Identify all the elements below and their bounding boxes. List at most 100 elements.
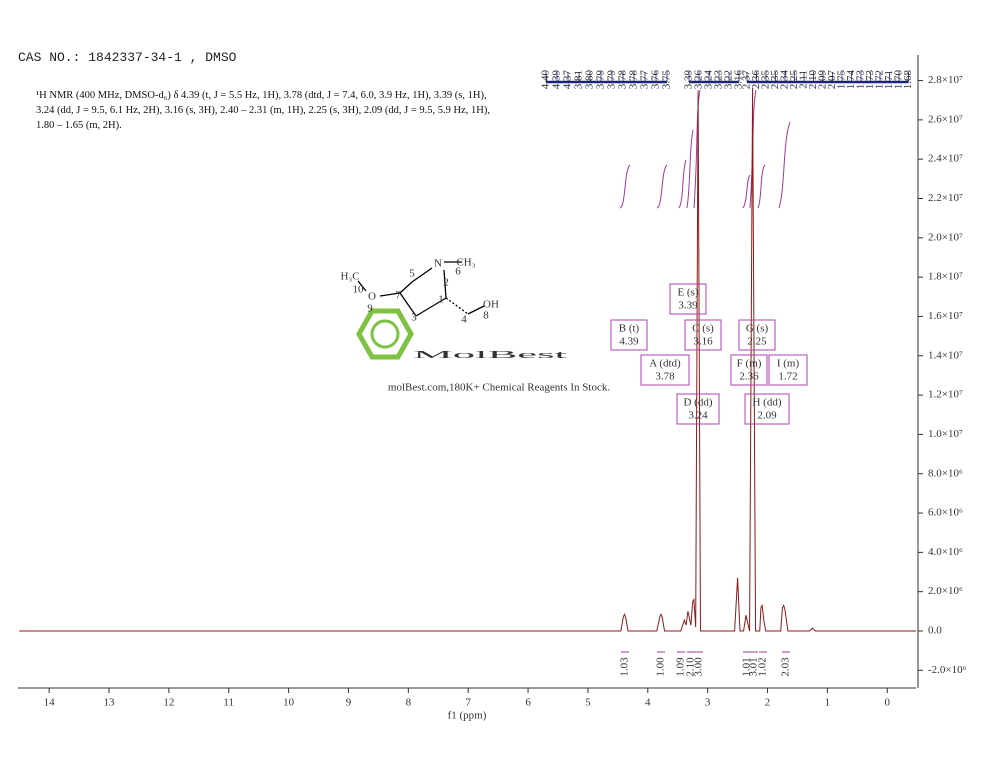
logo xyxy=(356,308,414,360)
multiplet-box xyxy=(768,354,808,386)
x-tick-label: 13 xyxy=(103,697,115,709)
peak-label: 2.37 xyxy=(741,70,753,90)
peak-label: 1.68 xyxy=(902,70,914,90)
multiplet-label: C (s) xyxy=(692,323,714,335)
multiplet-shift: 3.24 xyxy=(688,410,708,422)
y-tick-label: 8.0×10⁶ xyxy=(928,467,963,479)
peak-label: 3.76 xyxy=(650,70,662,90)
atom-label: H₃C xyxy=(340,271,359,283)
y-tick-label: 1.4×10⁷ xyxy=(928,349,963,361)
multiplet-box xyxy=(730,354,768,386)
y-tick-label: 0.0 xyxy=(928,625,942,637)
multiplet-shift: 2.09 xyxy=(757,410,777,422)
peak-label: 3.77 xyxy=(639,70,651,90)
atom-number: 7 xyxy=(395,290,401,302)
peak-label: 1.73 xyxy=(855,70,867,90)
peak-label: 3.24 xyxy=(703,70,715,90)
y-tick-label: -2.0×10⁶ xyxy=(928,664,967,676)
peak-label: 1.75 xyxy=(836,70,848,90)
y-tick-label: 2.0×10⁷ xyxy=(928,231,963,243)
atom-number: 8 xyxy=(483,310,489,322)
atom-number: 10 xyxy=(353,284,365,296)
multiplet-shift: 3.78 xyxy=(655,371,675,383)
y-tick-label: 2.6×10⁷ xyxy=(928,113,963,125)
spectrum-line xyxy=(19,88,916,632)
atom-label: O xyxy=(368,291,376,303)
y-tick-label: 2.8×10⁷ xyxy=(928,74,963,86)
peak-label: 4.39 xyxy=(551,70,563,90)
x-tick-label: 6 xyxy=(525,697,531,709)
atom-number: 4 xyxy=(461,314,467,326)
peak-label: 1.71 xyxy=(883,70,895,89)
peak-label: 2.36 xyxy=(750,70,762,90)
x-axis-label: f1 (ppm) xyxy=(448,710,487,722)
peak-label: 1.73 xyxy=(864,70,876,90)
peak-label: 3.80 xyxy=(584,70,596,90)
y-tick-label: 6.0×10⁶ xyxy=(928,507,963,519)
chart-title: CAS NO.: 1842337-34-1 , DMSO xyxy=(18,50,237,65)
peak-label: 3.26 xyxy=(693,70,705,90)
y-tick-label: 4.0×10⁶ xyxy=(928,546,963,558)
multiplet-box xyxy=(610,319,648,351)
x-tick-label: 5 xyxy=(585,697,591,709)
x-tick-label: 7 xyxy=(465,697,471,709)
peak-label: 2.07 xyxy=(826,70,838,90)
atom-label: OH xyxy=(483,299,499,311)
y-tick-label: 2.0×10⁶ xyxy=(928,585,963,597)
atom-number: 9 xyxy=(367,303,373,315)
peak-label: 1.74 xyxy=(845,70,857,90)
multiplet-shift: 4.39 xyxy=(619,336,639,348)
peak-label: 2.11 xyxy=(798,70,810,89)
y-tick-label: 2.4×10⁷ xyxy=(928,153,963,165)
peak-label: 2.09 xyxy=(817,70,829,90)
x-tick-label: 0 xyxy=(885,697,891,709)
multiplet-box xyxy=(669,283,707,315)
peak-label: 3.22 xyxy=(723,70,735,89)
multiplet-box xyxy=(676,393,720,425)
integral-value: 1.09 xyxy=(675,657,687,677)
integral-value: 1.01 xyxy=(741,657,753,676)
integral-value: 1.00 xyxy=(655,657,667,677)
structure xyxy=(357,261,485,317)
peak-label: 2.35 xyxy=(760,70,772,90)
multiplet-label: E (s) xyxy=(677,287,698,299)
x-tick-label: 11 xyxy=(223,697,234,709)
integral-value: 2.10 xyxy=(685,657,697,677)
x-tick-label: 3 xyxy=(705,697,711,709)
x-tick-label: 10 xyxy=(283,697,295,709)
multiplet-label: I (m) xyxy=(777,358,800,370)
peak-label: 3.78 xyxy=(617,70,629,90)
y-tick-label: 1.2×10⁷ xyxy=(928,389,963,401)
atom-number: 5 xyxy=(409,268,415,280)
multiplet-box xyxy=(684,319,722,351)
peak-label: 1.70 xyxy=(893,70,905,90)
integral-value: 2.03 xyxy=(780,657,792,677)
x-tick-label: 14 xyxy=(44,697,56,709)
watermark-note: molBest.com,180K+ Chemical Reagents In S… xyxy=(388,382,610,394)
atom-number: 2 xyxy=(443,277,449,289)
y-tick-label: 1.8×10⁷ xyxy=(928,271,963,283)
x-tick-label: 12 xyxy=(163,697,174,709)
peak-label: 3.75 xyxy=(661,70,673,90)
x-tick-label: 2 xyxy=(765,697,771,709)
multiplet-shift: 3.16 xyxy=(693,336,713,348)
multiplet-label: H (dd) xyxy=(752,397,781,409)
y-tick-label: 1.0×10⁷ xyxy=(928,428,963,440)
y-tick-label: 2.2×10⁷ xyxy=(928,192,963,204)
atom-number: 1 xyxy=(438,294,444,306)
multiplet-shift: 2.25 xyxy=(747,336,767,348)
peak-label: 3.78 xyxy=(628,70,640,90)
integral-value: 1.03 xyxy=(619,657,631,677)
x-tick-label: 1 xyxy=(825,697,831,709)
multiplet-label: B (t) xyxy=(619,323,640,335)
integral-value: 3.01 xyxy=(748,657,760,676)
multiplet-label: G (s) xyxy=(746,323,769,335)
peak-label: 3.81 xyxy=(573,70,585,89)
peak-label: 2.10 xyxy=(807,70,819,90)
x-tick-label: 8 xyxy=(406,697,412,709)
x-tick-label: 9 xyxy=(346,697,352,709)
multiplet-label: D (dd) xyxy=(683,397,712,409)
peak-label: 3.39 xyxy=(683,70,695,90)
multiplet-box xyxy=(738,319,776,351)
